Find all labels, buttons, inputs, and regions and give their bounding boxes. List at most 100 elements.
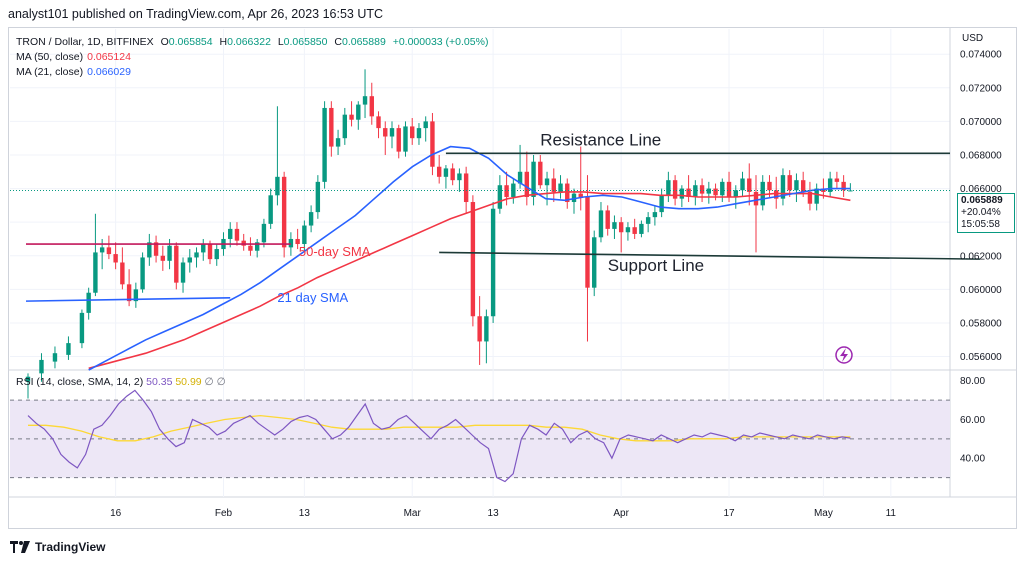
- candle-body: [679, 188, 685, 199]
- rsi-legend-label: RSI (14, close, SMA, 14, 2): [16, 376, 144, 388]
- candle-body: [281, 176, 287, 248]
- candle-body: [457, 173, 462, 181]
- candle-body: [241, 240, 246, 246]
- candle-body: [322, 107, 327, 182]
- candle-body: [79, 312, 85, 344]
- candle-body: [585, 196, 590, 288]
- candle-body: [699, 185, 705, 194]
- legend-close: 0.065889: [341, 36, 386, 48]
- legend-ma50-value: 0.065124: [87, 51, 131, 63]
- candle-body: [254, 242, 260, 251]
- candle-body: [686, 188, 691, 197]
- candle-body: [787, 175, 792, 191]
- current-price-tag: 0.065889 +20.04% 15:05:58: [957, 193, 1015, 233]
- candle-body: [167, 245, 172, 261]
- candle-body: [551, 178, 556, 192]
- candle-body: [295, 238, 300, 245]
- candle-body: [261, 223, 267, 243]
- rsi-legend-value: 50.35: [146, 376, 173, 388]
- sma21-marker-line: [25, 296, 231, 302]
- time-tick-label: 13: [299, 508, 311, 519]
- candle-body: [389, 128, 395, 137]
- rsi-legend-sma: 50.99: [175, 376, 202, 388]
- candle-body: [592, 237, 597, 288]
- time-tick-label: 17: [723, 508, 735, 519]
- sma50-label: 50-day SMA: [299, 244, 371, 259]
- legend-ma21-row: MA (21, close) 0.066029: [16, 66, 131, 78]
- price-tick-label: 0.066000: [960, 184, 1002, 195]
- candle-body: [834, 178, 840, 182]
- currency-label: USD: [962, 33, 984, 44]
- candle-body: [335, 138, 341, 147]
- footer-brand[interactable]: TradingView: [10, 540, 105, 554]
- time-tick-label: Apr: [613, 508, 629, 519]
- candle-body: [814, 188, 819, 204]
- candle-body: [268, 195, 273, 224]
- candle-body: [410, 126, 415, 139]
- support-line: [439, 251, 981, 260]
- candle-body: [436, 166, 442, 177]
- publisher-line: analyst101 published on TradingView.com,…: [8, 7, 384, 21]
- tradingview-logo-icon: [10, 541, 30, 553]
- candles: [25, 69, 853, 399]
- candle-body: [544, 178, 550, 186]
- legend-o-label: O: [160, 36, 169, 48]
- legend-high: 0.066322: [227, 36, 271, 48]
- candle-body: [160, 255, 166, 261]
- candle-body: [753, 191, 759, 206]
- candle-body: [275, 176, 280, 196]
- legend-l-label: L: [277, 36, 284, 48]
- candle-body: [396, 128, 401, 152]
- candle-body: [571, 193, 577, 203]
- candle-body: [126, 284, 132, 302]
- rsi-legend-extra: ∅ ∅: [204, 376, 226, 388]
- candle-body: [484, 316, 489, 342]
- candle-body: [740, 178, 745, 191]
- time-tick-label: 11: [886, 508, 897, 519]
- candle-body: [598, 210, 604, 238]
- rsi-sma-line: [28, 414, 851, 442]
- candle-body: [423, 121, 428, 129]
- candle-body: [693, 185, 698, 197]
- candle-body: [504, 185, 509, 197]
- candle-body: [383, 128, 388, 137]
- candle-body: [490, 208, 496, 317]
- candle-body: [706, 188, 712, 194]
- candle-body: [531, 161, 536, 197]
- footer-brand-text: TradingView: [35, 540, 106, 554]
- candle-body: [760, 181, 765, 206]
- candle-body: [39, 359, 44, 374]
- candle-body: [228, 228, 233, 239]
- candle-body: [99, 247, 105, 253]
- price-tick-label: 0.062000: [960, 251, 1002, 262]
- time-tick-label: 16: [110, 508, 122, 519]
- candle-body: [194, 252, 199, 258]
- bolt-icon[interactable]: [835, 346, 853, 364]
- rsi-tick-label: 40.00: [960, 454, 985, 465]
- time-tick-label: Mar: [404, 508, 422, 519]
- candle-body: [329, 107, 334, 147]
- time-tick-label: Feb: [215, 508, 233, 519]
- candle-body: [800, 180, 806, 192]
- price-tick-label: 0.058000: [960, 318, 1002, 329]
- candle-body: [147, 242, 152, 258]
- candle-body: [25, 376, 31, 382]
- legend-ma50-row: MA (50, close) 0.065124: [16, 51, 131, 63]
- rsi-axis: 80.00 60.00 40.00: [960, 376, 985, 465]
- candle-body: [174, 245, 179, 283]
- candle-body: [625, 227, 631, 233]
- chart-svg[interactable]: Resistance Line Support Line 50-day SMA 21 …: [8, 27, 1017, 529]
- candle-body: [632, 227, 637, 234]
- bolt-icon-glyph: [840, 348, 848, 362]
- rsi-legend: RSI (14, close, SMA, 14, 2) 50.35 50.99 …: [16, 376, 226, 388]
- legend-ma21-value: 0.066029: [87, 66, 131, 78]
- candle-body: [841, 181, 846, 191]
- current-price: 0.065889: [961, 195, 1003, 206]
- candle-body: [369, 96, 374, 117]
- candle-body: [720, 181, 725, 196]
- time-tick-label: May: [814, 508, 833, 519]
- resistance-label: Resistance Line: [540, 130, 661, 149]
- candle-body: [113, 254, 118, 263]
- candle-body: [403, 126, 408, 152]
- candle-body: [106, 247, 112, 255]
